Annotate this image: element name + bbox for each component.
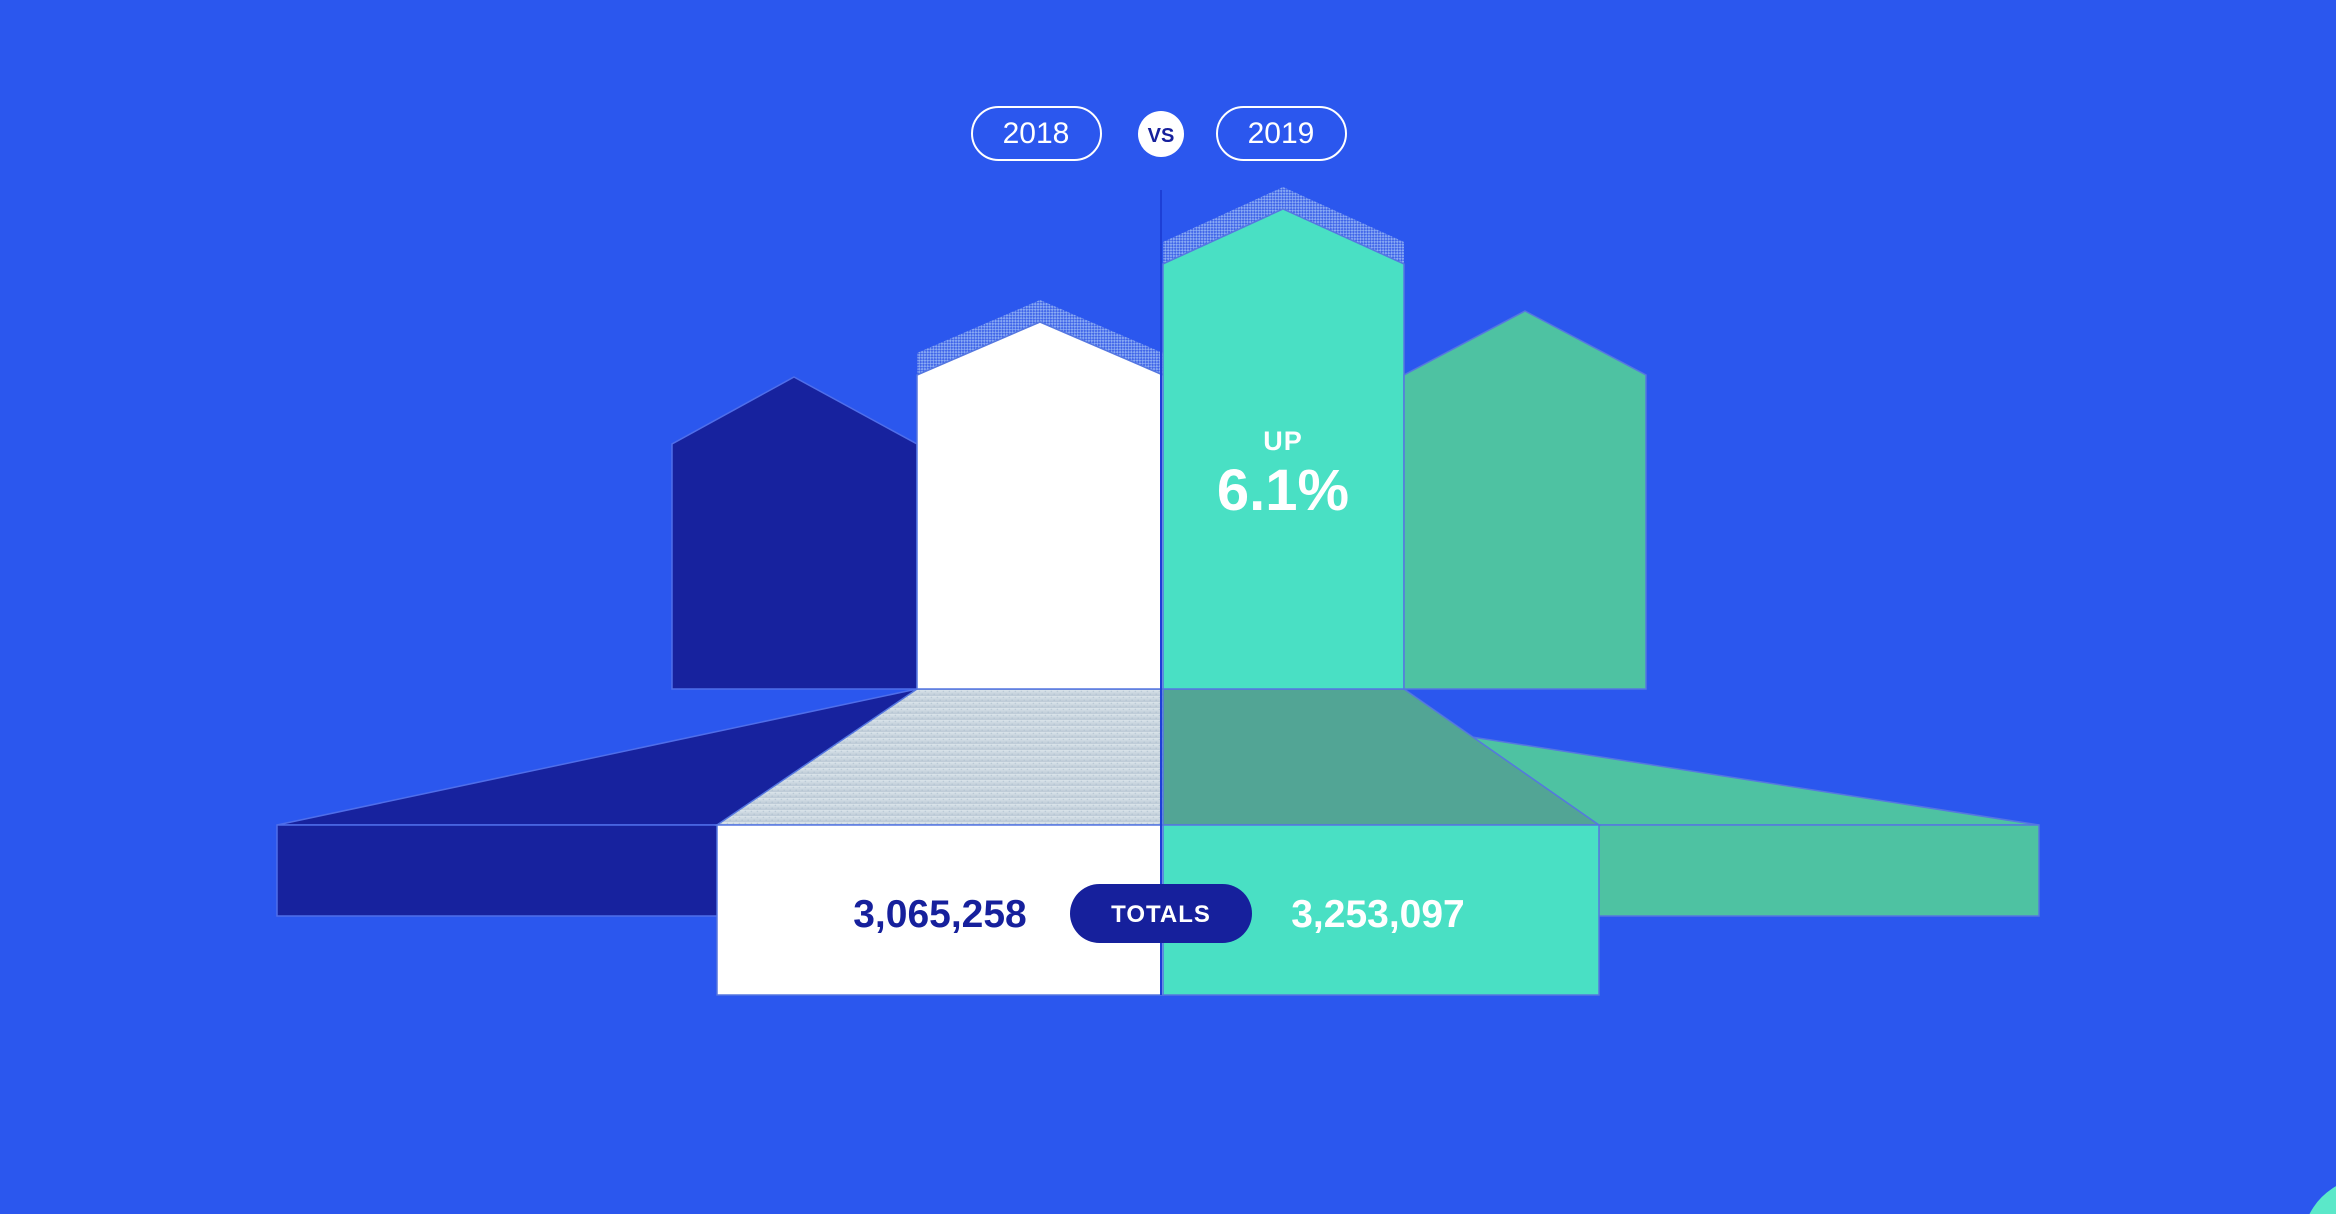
svg-text:3,065,258: 3,065,258 (853, 893, 1027, 936)
svg-text:3,253,097: 3,253,097 (1291, 893, 1465, 936)
svg-text:6.1%: 6.1% (1217, 458, 1349, 523)
svg-text:VS: VS (1148, 125, 1175, 147)
svg-text:UP: UP (1263, 426, 1303, 456)
svg-text:2018: 2018 (1003, 117, 1070, 150)
svg-text:2019: 2019 (1248, 117, 1315, 150)
svg-text:TOTALS: TOTALS (1111, 901, 1211, 928)
